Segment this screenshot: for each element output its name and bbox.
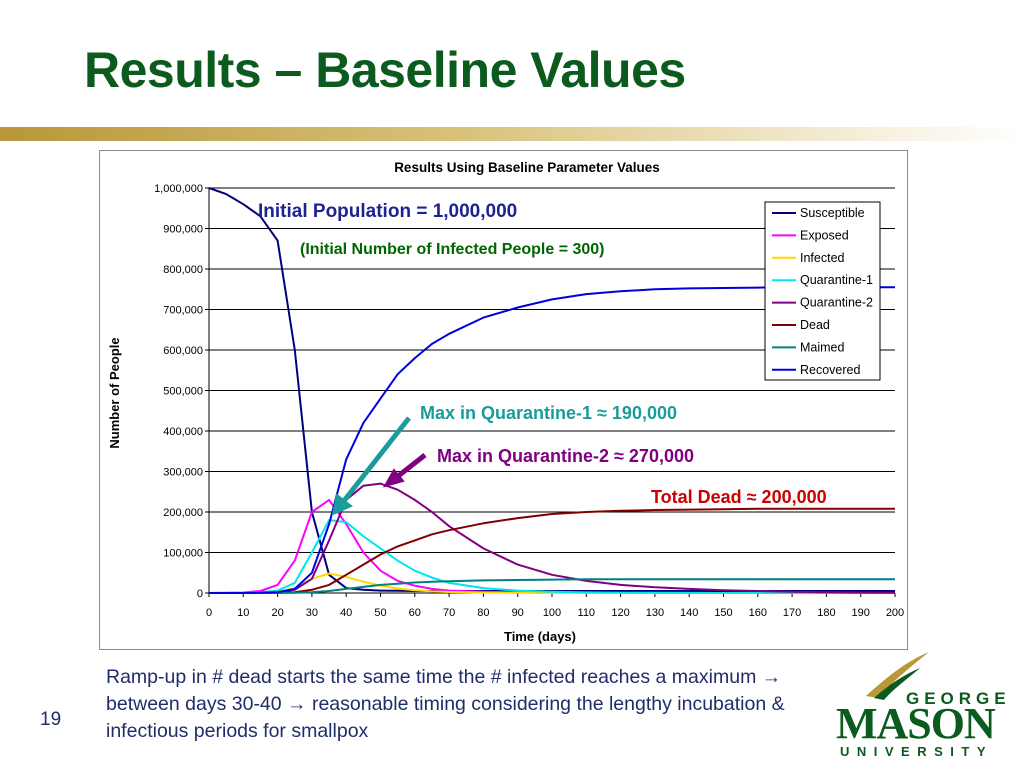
x-tick-label: 120 <box>611 607 629 619</box>
arrow-quarantine-1 <box>331 416 411 516</box>
x-tick-label: 30 <box>306 607 318 619</box>
legend-entry: Dead <box>800 318 830 332</box>
legend-entry: Susceptible <box>800 206 865 220</box>
y-tick-label: 300,000 <box>163 467 203 479</box>
george-mason-logo: GEORGE MASON UNIVERSITY <box>836 652 1011 759</box>
slide-number: 19 <box>40 709 62 730</box>
x-tick-label: 200 <box>886 607 904 619</box>
logo-swoosh-2 <box>874 668 920 700</box>
x-tick-label: 110 <box>578 607 596 619</box>
y-tick-label: 500,000 <box>163 386 203 398</box>
legend-box <box>764 201 881 381</box>
legend-entry: Quarantine-1 <box>800 273 873 287</box>
x-tick-label: 10 <box>237 607 249 619</box>
series-line-recovered <box>209 286 895 594</box>
x-tick-label: 170 <box>783 607 801 619</box>
y-tick-label: 400,000 <box>163 426 203 438</box>
x-tick-label: 70 <box>443 607 455 619</box>
x-tick-label: 180 <box>817 607 835 619</box>
legend-entry: Infected <box>800 251 845 265</box>
series-line-quarantine-1 <box>209 519 895 594</box>
logo-university: UNIVERSITY <box>840 744 993 759</box>
y-tick-label: 800,000 <box>163 264 203 276</box>
x-axis-label: Time (days) <box>504 629 576 644</box>
x-tick-label: 20 <box>271 607 283 619</box>
arrow-quarantine-2 <box>382 453 427 488</box>
annotation-max-quarantine-2: Max in Quarantine-2 ≈ 270,000 <box>437 446 694 466</box>
legend-entry: Quarantine-2 <box>800 296 873 310</box>
title-divider <box>0 127 1024 141</box>
x-axis-ticks: 0 10 20 30 40 50 60 70 80 90 100 110 120 130 140 150 160… <box>206 593 904 619</box>
logo-mason: MASON <box>836 699 996 748</box>
x-tick-label: 0 <box>206 607 212 619</box>
x-tick-label: 100 <box>543 607 561 619</box>
chart-legend: Susceptible Exposed Infected Quarantine-1 Qu… <box>764 201 881 381</box>
y-tick-label: 100,000 <box>163 548 203 560</box>
x-tick-label: 140 <box>680 607 698 619</box>
y-tick-label: 900,000 <box>163 224 203 236</box>
x-tick-label: 130 <box>646 607 664 619</box>
line-chart: Results Using Baseline Parameter Values … <box>107 160 904 644</box>
y-tick-label: 600,000 <box>163 345 203 357</box>
x-tick-label: 80 <box>477 607 489 619</box>
y-tick-label: 1,000,000 <box>154 183 203 195</box>
x-tick-label: 50 <box>374 607 386 619</box>
chart-series <box>208 187 896 594</box>
x-tick-label: 160 <box>749 607 767 619</box>
y-axis-label: Number of People <box>107 337 122 448</box>
y-tick-label: 200,000 <box>163 507 203 519</box>
legend-entry: Exposed <box>800 228 849 242</box>
slide-title: Results – Baseline Values <box>84 42 686 98</box>
annotation-max-quarantine-1: Max in Quarantine-1 ≈ 190,000 <box>420 403 677 423</box>
y-tick-label: 700,000 <box>163 305 203 317</box>
series-line-maimed <box>209 578 895 594</box>
annotation-initial-infected: (Initial Number of Infected People = 300… <box>300 241 605 258</box>
legend-entry: Maimed <box>800 340 845 354</box>
chart-title: Results Using Baseline Parameter Values <box>394 160 660 175</box>
slide-body-text: Ramp-up in # dead starts the same time t… <box>106 666 785 742</box>
legend-entry: Recovered <box>800 363 860 377</box>
annotation-total-dead: Total Dead ≈ 200,000 <box>651 487 827 507</box>
x-tick-label: 90 <box>512 607 524 619</box>
x-tick-label: 150 <box>714 607 732 619</box>
logo-george: GEORGE <box>906 689 1011 708</box>
x-tick-label: 60 <box>409 607 421 619</box>
annotation-initial-population: Initial Population = 1,000,000 <box>258 201 517 222</box>
x-tick-label: 190 <box>852 607 870 619</box>
x-tick-label: 40 <box>340 607 352 619</box>
y-tick-label: 0 <box>197 588 203 600</box>
logo-swoosh <box>866 652 929 698</box>
y-axis-ticks: 0 100,000 200,000 300,000 400,000 500,000 600,… <box>154 183 210 600</box>
